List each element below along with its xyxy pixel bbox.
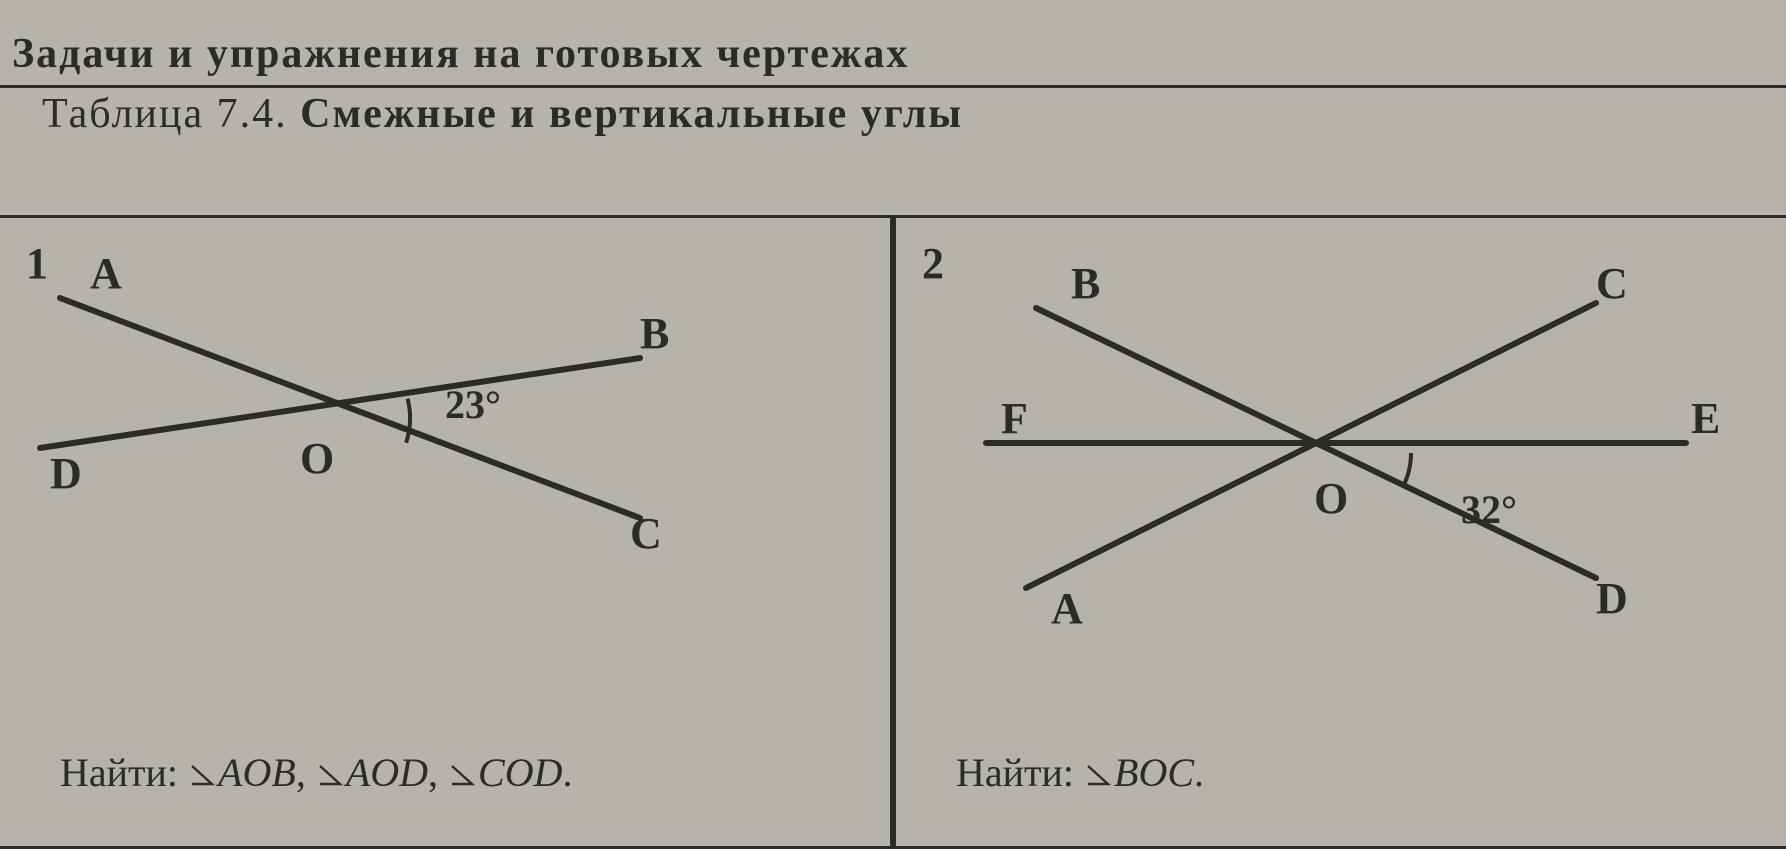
page: Задачи и упражнения на готовых чертежах … xyxy=(0,0,1786,849)
svg-text:F: F xyxy=(1001,394,1028,443)
problem-cells: 1 ACDBO23° Найти: AOB, AOD, COD. 2 BDACF… xyxy=(0,215,1786,849)
svg-text:23°: 23° xyxy=(445,382,501,427)
svg-text:A: A xyxy=(90,249,122,298)
header-prefix: Таблица 7.4. xyxy=(42,91,300,137)
svg-text:A: A xyxy=(1051,584,1083,633)
svg-text:B: B xyxy=(1071,259,1100,308)
problem-cell-1: 1 ACDBO23° Найти: AOB, AOD, COD. xyxy=(0,215,893,849)
svg-text:B: B xyxy=(640,309,669,358)
problem-cell-2: 2 BDACFEO32° Найти: BOC. xyxy=(893,215,1786,849)
find-line-1: Найти: AOB, AOD, COD. xyxy=(60,749,572,796)
svg-text:D: D xyxy=(1596,574,1628,623)
svg-text:O: O xyxy=(1314,474,1348,523)
svg-text:32°: 32° xyxy=(1461,487,1517,532)
find-line-2: Найти: BOC. xyxy=(956,749,1204,796)
svg-text:C: C xyxy=(1596,259,1628,308)
header-title: Смежные и вертикальные углы xyxy=(300,91,963,137)
svg-text:O: O xyxy=(300,434,334,483)
svg-text:E: E xyxy=(1691,394,1720,443)
header-rule xyxy=(0,85,1786,88)
svg-text:D: D xyxy=(50,449,82,498)
svg-text:C: C xyxy=(630,509,662,558)
header-line1: Задачи и упражнения на готовых чертежах xyxy=(12,30,909,78)
header-line2: Таблица 7.4. Смежные и вертикальные углы xyxy=(42,90,963,138)
